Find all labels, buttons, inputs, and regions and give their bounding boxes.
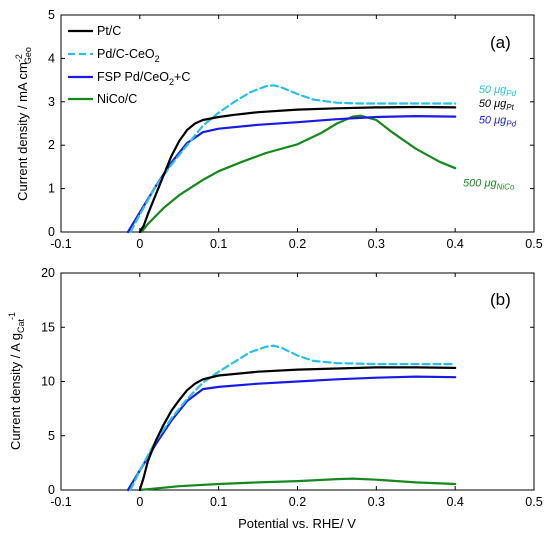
panel-a-ylabel-main: Current density / mA cm bbox=[15, 62, 30, 201]
panel-a-series bbox=[126, 84, 457, 234]
panel-b-series-pd-c-ceo2 bbox=[129, 344, 457, 492]
panel-a-ylabel-sub: Geo bbox=[23, 47, 33, 64]
panel-a-xtick-label: 0.2 bbox=[289, 237, 306, 251]
panel-a-series-pt-c bbox=[138, 105, 457, 234]
panel-b-ylabel-sub: Cat bbox=[16, 318, 26, 333]
panel-b-series-fsp-pd-ceo2-c bbox=[126, 375, 457, 492]
panel-b-series-nico-c bbox=[138, 477, 457, 492]
panel-b-xtick-label: 0.4 bbox=[446, 495, 463, 509]
panel-a-ylabel: Current density / mA cm-2Geo bbox=[14, 47, 33, 201]
panel-b-series-pt-c bbox=[138, 366, 457, 492]
panel-b-ytick-label: 10 bbox=[41, 375, 55, 389]
panel-a-xtick-label: -0.1 bbox=[50, 237, 72, 251]
panel-a-ytick-label: 1 bbox=[48, 182, 55, 196]
x-axis-label: Potential vs. RHE/ V bbox=[238, 516, 356, 531]
panel-b-label: (b) bbox=[490, 290, 511, 309]
panel-a-series-fsp-pd-ceo2-c bbox=[126, 115, 457, 234]
panel-b-xtick-label: 0 bbox=[136, 495, 143, 509]
panel-a-xtick-label: 0.5 bbox=[525, 237, 542, 251]
panel-b-ylabel: Current density / A gCat-1 bbox=[7, 312, 26, 450]
panel-a-xtick-label: 0.4 bbox=[446, 237, 463, 251]
legend-label-pd-c-ceo2: Pd/C-CeO2 bbox=[97, 47, 160, 64]
legend-label-pt-c: Pt/C bbox=[97, 24, 121, 38]
panel-a-ytick-label: 4 bbox=[48, 51, 55, 65]
panel-a-ytick-label: 5 bbox=[48, 8, 55, 22]
panel-b-series bbox=[126, 344, 457, 492]
panel-b-xtick-label: 0.2 bbox=[289, 495, 306, 509]
panel-b-xtick-label: -0.1 bbox=[50, 495, 72, 509]
panel-b-xtick-label: 0.5 bbox=[525, 495, 542, 509]
annotation-fsp-pd-ceo2-c: 50 μgPd bbox=[479, 115, 517, 129]
panel-a-xtick-label: 0 bbox=[136, 237, 143, 251]
panel-a-series-nico-c bbox=[140, 114, 457, 234]
panel-b-ytick-label: 0 bbox=[48, 483, 55, 497]
legend-label-nico-c: NiCo/C bbox=[97, 92, 137, 106]
annotation-nico-c: 500 μgNiCo bbox=[463, 177, 515, 191]
panel-b-ytick-label: 15 bbox=[41, 320, 55, 334]
panel-a-xtick-label: 0.3 bbox=[368, 237, 385, 251]
panel-a-series-pd-c-ceo2 bbox=[129, 84, 457, 234]
annotation-pt-c: 50 μgPt bbox=[479, 98, 515, 112]
panel-b-ylabel-main: Current density / A g bbox=[8, 333, 23, 450]
panel-b-ytick-label: 5 bbox=[48, 429, 55, 443]
panel-a-ytick-label: 2 bbox=[48, 138, 55, 152]
panel-b-xtick-label: 0.3 bbox=[368, 495, 385, 509]
panel-a-xtick-label: 0.1 bbox=[210, 237, 227, 251]
panel-a-label: (a) bbox=[490, 33, 511, 52]
panel-a-ylabel-sup: -2 bbox=[14, 54, 24, 62]
panel-b-ytick-label: 20 bbox=[41, 266, 55, 280]
legend-label-fsp-pd-ceo2-c: FSP Pd/CeO2+C bbox=[97, 70, 190, 87]
annotation-pd-c-ceo2: 50 μgPd bbox=[479, 84, 517, 98]
panel-b-ylabel-sup: -1 bbox=[7, 312, 17, 320]
panel-a-ytick-label: 0 bbox=[48, 225, 55, 239]
legend: Pt/C Pd/C-CeO2 FSP Pd/CeO2+C NiCo/C bbox=[68, 24, 190, 106]
panel-b-xtick-label: 0.1 bbox=[210, 495, 227, 509]
panel-a-ytick-label: 3 bbox=[48, 95, 55, 109]
